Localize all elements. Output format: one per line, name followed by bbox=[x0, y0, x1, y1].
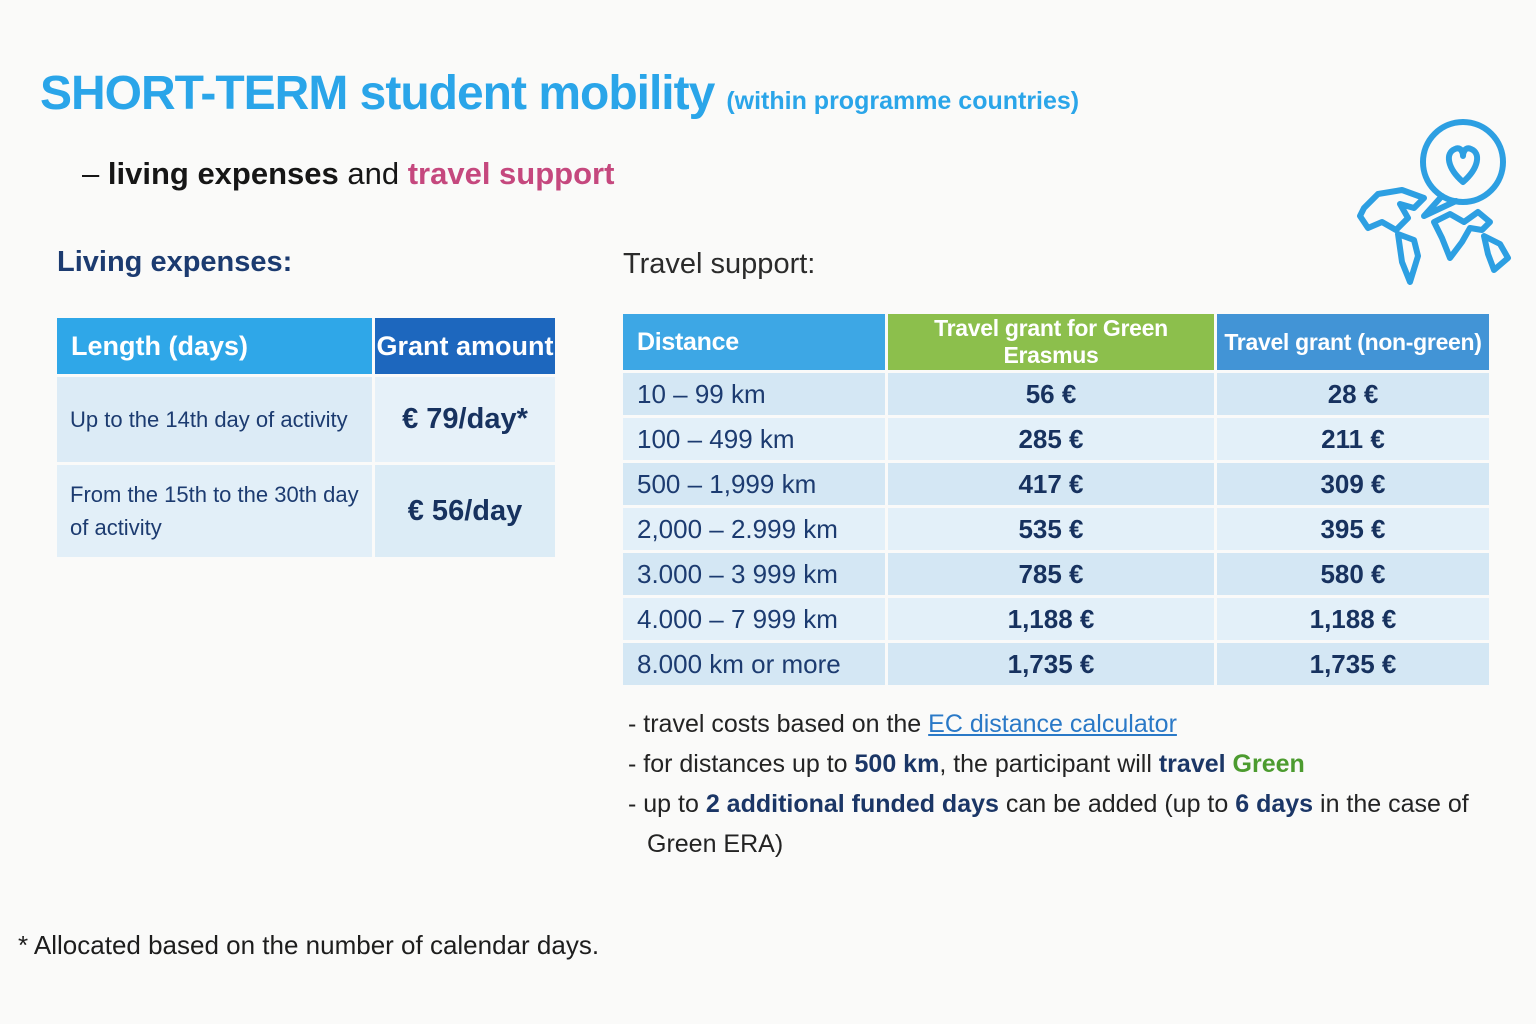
travel-support-table: Distance Travel grant for Green Erasmus … bbox=[620, 311, 1492, 688]
heart-glyph bbox=[1445, 145, 1481, 185]
table-row: 10 – 99 km 56 € 28 € bbox=[623, 373, 1489, 415]
column-header-green-grant: Travel grant for Green Erasmus bbox=[888, 314, 1214, 370]
travel-support-section: Travel support: Distance Travel grant fo… bbox=[623, 248, 1492, 688]
green-grant-cell: 785 € bbox=[888, 553, 1214, 595]
green-grant-cell: 535 € bbox=[888, 508, 1214, 550]
green-grant-cell: 1,188 € bbox=[888, 598, 1214, 640]
note3-funded-days: 2 additional funded days bbox=[705, 790, 999, 818]
continent-eurafrica bbox=[1431, 209, 1493, 261]
non-green-grant-cell: 580 € bbox=[1217, 553, 1489, 595]
grant-cell: € 79/day* bbox=[375, 377, 555, 462]
column-header-grant-amount: Grant amount bbox=[375, 318, 555, 374]
distance-cell: 2,000 – 2.999 km bbox=[623, 508, 885, 550]
note2-text: - for distances up to bbox=[628, 750, 855, 778]
subtitle-living-expenses: living expenses bbox=[107, 156, 339, 191]
continent-south-america bbox=[1395, 231, 1421, 285]
note1-text: - travel costs based on the bbox=[628, 710, 929, 738]
footnote: * Allocated based on the number of calen… bbox=[18, 930, 600, 960]
living-expenses-table: Length (days) Grant amount Up to the 14t… bbox=[54, 315, 558, 560]
table-header-row: Length (days) Grant amount bbox=[57, 318, 555, 374]
subtitle-dash: – bbox=[82, 156, 100, 191]
note-line-4: Green ERA) bbox=[647, 830, 784, 858]
table-row: 3.000 – 3 999 km 785 € 580 € bbox=[623, 553, 1489, 595]
page-title-suffix: (within programme countries) bbox=[726, 87, 1080, 115]
non-green-grant-cell: 309 € bbox=[1217, 463, 1489, 505]
table-row: 500 – 1,999 km 417 € 309 € bbox=[623, 463, 1489, 505]
continent-asia-fragment bbox=[1481, 233, 1511, 273]
column-header-length: Length (days) bbox=[57, 318, 372, 374]
note2-500km: 500 km bbox=[854, 750, 940, 778]
green-grant-cell: 1,735 € bbox=[888, 643, 1214, 685]
page-title-main: SHORT-TERM student mobility bbox=[40, 67, 715, 120]
grant-cell: € 56/day bbox=[375, 465, 555, 557]
green-grant-cell: 56 € bbox=[888, 373, 1214, 415]
table-row: From the 15th to the 30th day of activit… bbox=[57, 465, 555, 557]
living-expenses-section: Living expenses: Length (days) Grant amo… bbox=[57, 246, 558, 560]
table-header-row: Distance Travel grant for Green Erasmus … bbox=[623, 314, 1489, 370]
note3-suffix-text: in the case of bbox=[1313, 790, 1469, 818]
distance-cell: 100 – 499 km bbox=[623, 418, 885, 460]
living-expenses-heading: Living expenses: bbox=[57, 246, 293, 278]
note3-mid-text: can be added (up to bbox=[998, 790, 1236, 818]
world-heart-icon bbox=[1357, 119, 1511, 285]
travel-support-heading: Travel support: bbox=[623, 248, 816, 280]
note3-text: - up to bbox=[628, 790, 706, 818]
green-grant-cell: 285 € bbox=[888, 418, 1214, 460]
green-grant-cell: 417 € bbox=[888, 463, 1214, 505]
distance-cell: 3.000 – 3 999 km bbox=[623, 553, 885, 595]
speech-bubble-circle bbox=[1420, 119, 1506, 205]
table-row: 100 – 499 km 285 € 211 € bbox=[623, 418, 1489, 460]
note2-green-word: Green bbox=[1232, 750, 1305, 778]
length-cell: From the 15th to the 30th day of activit… bbox=[57, 465, 372, 557]
non-green-grant-cell: 1,735 € bbox=[1217, 643, 1489, 685]
distance-cell: 8.000 km or more bbox=[623, 643, 885, 685]
non-green-grant-cell: 211 € bbox=[1217, 418, 1489, 460]
non-green-grant-cell: 395 € bbox=[1217, 508, 1489, 550]
subtitle-connector: and bbox=[338, 156, 408, 191]
ec-distance-calculator-link[interactable]: EC distance calculator bbox=[928, 710, 1177, 738]
non-green-grant-cell: 1,188 € bbox=[1217, 598, 1489, 640]
page-title: SHORT-TERM student mobility (within progr… bbox=[40, 66, 1079, 121]
speech-bubble-tail bbox=[1421, 193, 1459, 219]
note3-6days: 6 days bbox=[1235, 790, 1314, 818]
column-header-distance: Distance bbox=[623, 314, 885, 370]
page-subtitle: – living expenses and travel support bbox=[82, 156, 614, 192]
note-line-2: - for distances up to 500 km, the partic… bbox=[628, 744, 1469, 784]
distance-cell: 10 – 99 km bbox=[623, 373, 885, 415]
note2-travel: travel bbox=[1158, 750, 1233, 778]
distance-cell: 4.000 – 7 999 km bbox=[623, 598, 885, 640]
subtitle-travel-support: travel support bbox=[407, 156, 615, 191]
non-green-grant-cell: 28 € bbox=[1217, 373, 1489, 415]
table-row: 4.000 – 7 999 km 1,188 € 1,188 € bbox=[623, 598, 1489, 640]
table-row: 8.000 km or more 1,735 € 1,735 € bbox=[623, 643, 1489, 685]
note-line-1: - travel costs based on the EC distance … bbox=[628, 704, 1469, 744]
distance-cell: 500 – 1,999 km bbox=[623, 463, 885, 505]
table-row: 2,000 – 2.999 km 535 € 395 € bbox=[623, 508, 1489, 550]
length-cell: Up to the 14th day of activity bbox=[57, 377, 372, 462]
column-header-non-green-grant: Travel grant (non-green) bbox=[1217, 314, 1489, 370]
note-line-3: - up to 2 additional funded days can be … bbox=[628, 784, 1469, 824]
note2-mid-text: , the participant will bbox=[939, 750, 1159, 778]
continent-north-america bbox=[1357, 187, 1427, 233]
table-row: Up to the 14th day of activity € 79/day* bbox=[57, 377, 555, 462]
travel-notes: - travel costs based on the EC distance … bbox=[628, 704, 1469, 864]
